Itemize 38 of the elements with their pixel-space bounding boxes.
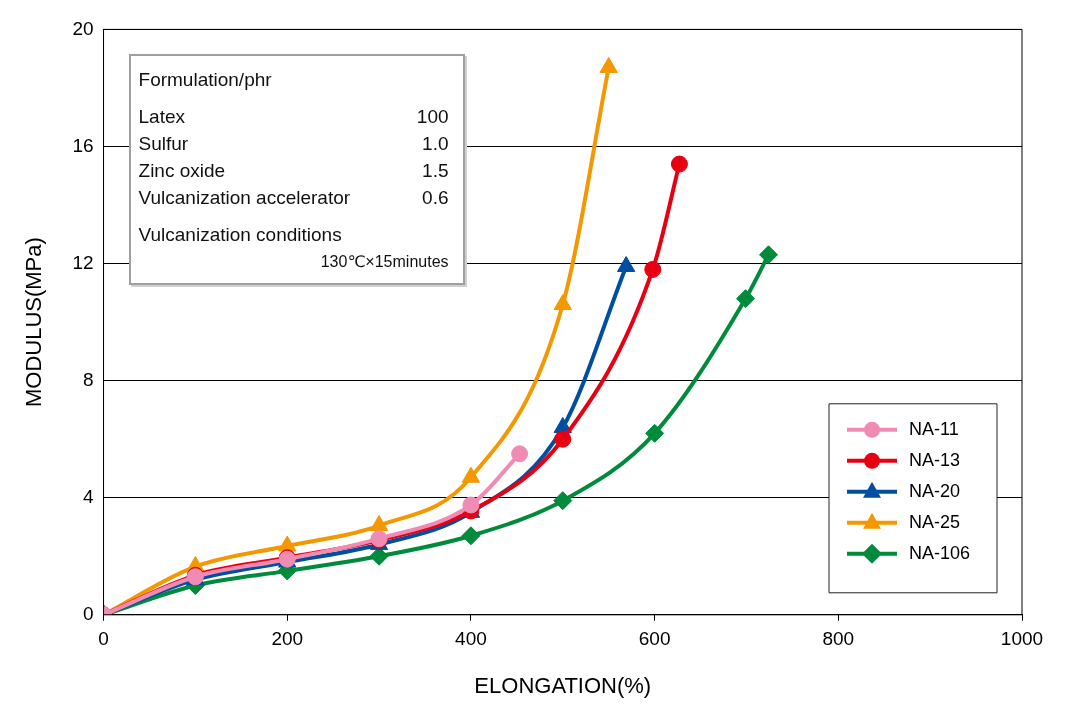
y-tick-label: 0	[82, 603, 94, 625]
point	[553, 491, 573, 511]
x-axis-title: ELONGATION(%)	[474, 672, 652, 698]
legend-label: NA-20	[909, 480, 961, 501]
point	[369, 515, 389, 532]
y-axis-title: MODULUS(MPa)	[21, 237, 47, 408]
x-tick-label: 1000	[1000, 628, 1044, 650]
x-tick-label: 400	[455, 628, 487, 650]
point	[645, 423, 665, 443]
point	[554, 430, 572, 448]
legend-label: NA-13	[909, 449, 961, 470]
y-tick-label: 8	[82, 368, 94, 390]
legend-label: NA-11	[909, 418, 959, 439]
y-tick-label: 4	[82, 485, 94, 507]
text: Latex 100	[138, 106, 449, 128]
y-tick-label: 20	[72, 17, 94, 39]
annotation: Formulation/phr	[138, 68, 273, 93]
annotation: 130℃×15minutes	[319, 252, 449, 273]
x-tick-label: 200	[271, 628, 304, 650]
point	[644, 260, 662, 278]
text: Zinc oxide 1.5	[138, 160, 449, 182]
text: Vulcanization accelerator 0.6	[138, 187, 449, 209]
x-tick-label: 800	[822, 628, 855, 650]
y-tick-label: 16	[72, 134, 94, 156]
x-tick-label: 600	[638, 628, 671, 650]
point	[462, 496, 480, 514]
legend-label: NA-25	[909, 511, 961, 532]
legend-label: NA-106	[909, 542, 971, 563]
point	[670, 155, 688, 173]
point	[736, 289, 756, 309]
point	[759, 245, 778, 265]
annotation: Vulcanization conditions	[138, 223, 343, 248]
point	[461, 526, 481, 546]
y-tick-label: 12	[72, 251, 94, 273]
text: Sulfur 1.0	[138, 133, 449, 155]
point	[553, 294, 572, 311]
x-tick-label: 0	[98, 628, 109, 650]
point	[511, 445, 529, 463]
